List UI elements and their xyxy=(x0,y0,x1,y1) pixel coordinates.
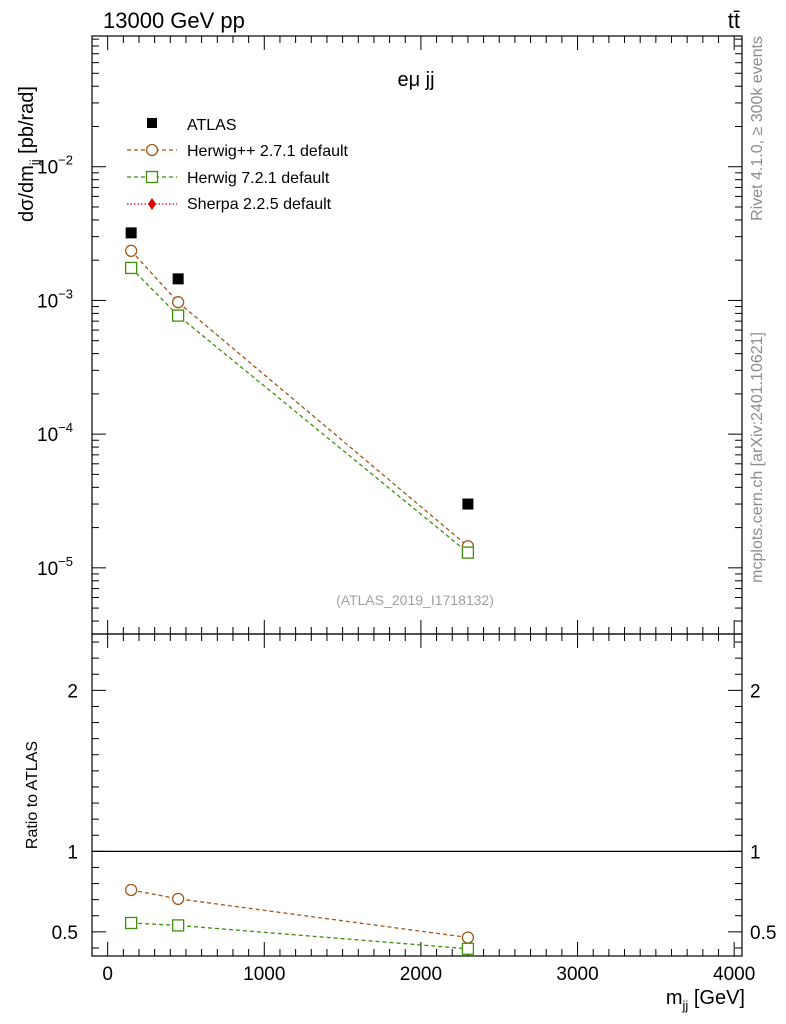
ratio-point-herwig7-2 xyxy=(461,942,475,955)
y-tick-label: 10−4 xyxy=(37,420,73,446)
x-tick-label-2000: 2000 xyxy=(400,964,442,985)
ratio-series-line-herwigpp xyxy=(131,889,468,939)
x-axis-title: mjj [GeV] xyxy=(666,987,745,1013)
y-tick-label: 10−3 xyxy=(37,286,73,312)
main-y-tick-labels: 10−510−410−310−2 xyxy=(37,153,73,580)
y-tick-label-exp: −5 xyxy=(58,554,73,569)
ratio-panel: 0 1000 2000 3000 4000 0.5 0.5 1 1 2 2 Ratio to ATL… xyxy=(24,633,777,1013)
y-tick-label-exp: −2 xyxy=(58,153,73,168)
main-point-atlas-0 xyxy=(125,227,137,239)
ratio-point-herwig7-0 xyxy=(125,916,138,930)
main-point-herwigpp-0 xyxy=(125,244,138,257)
legend-entry-herwigpp: Herwig++ 2.7.1 default xyxy=(127,143,349,160)
legend: ATLAS Herwig++ 2.7.1 default Herwig 7.2.… xyxy=(127,117,349,213)
legend-herwig7-label: Herwig 7.2.1 default xyxy=(187,170,330,187)
legend-herwig7-marker xyxy=(145,170,159,184)
main-axis-ticks xyxy=(91,36,742,634)
legend-sherpa-label: Sherpa 2.2.5 default xyxy=(187,196,332,213)
ratio-point-herwigpp-0 xyxy=(125,883,138,897)
legend-entry-sherpa: Sherpa 2.2.5 default xyxy=(127,196,332,213)
ratio-axis-ticks xyxy=(91,634,742,956)
main-point-herwig7-2 xyxy=(461,546,475,559)
x-axis-title-main: m xyxy=(666,987,683,1009)
y-tick-label-exp: −4 xyxy=(58,420,73,435)
legend-sherpa-marker xyxy=(148,198,156,210)
main-point-herwig7-1 xyxy=(171,309,185,322)
process-label: tt̄ xyxy=(728,8,740,33)
main-point-atlas-1 xyxy=(172,273,184,285)
legend-atlas-marker xyxy=(147,118,157,128)
analysis-id-label: (ATLAS_2019_I1718132) xyxy=(336,592,494,608)
legend-entry-atlas: ATLAS xyxy=(147,117,237,134)
x-tick-label-0: 0 xyxy=(102,964,113,985)
ratio-y-tick-label-2: 2 xyxy=(67,681,78,702)
main-y-axis-title-sub: jj xyxy=(27,159,42,166)
ratio-point-herwig7-1 xyxy=(171,919,185,932)
x-axis-title-unit: [GeV] xyxy=(688,987,745,1009)
ratio-series-line-herwig7 xyxy=(131,922,468,950)
panel-label: eμ jj xyxy=(397,69,434,91)
x-axis-title-sub: jj xyxy=(682,998,689,1013)
y-tick-label: 10−2 xyxy=(37,153,73,179)
y-tick-label-base: 10 xyxy=(37,425,58,446)
x-tick-label-4000: 4000 xyxy=(713,964,755,985)
rivet-version-label: Rivet 4.1.0, ≥ 300k events xyxy=(749,36,766,221)
main-y-axis-title-main: dσ/dm xyxy=(16,165,38,222)
legend-herwigpp-marker xyxy=(145,143,159,157)
ratio-tick-labels: 0 1000 2000 3000 4000 0.5 0.5 1 1 2 2 xyxy=(52,681,777,985)
main-y-axis-title: dσ/dmjj [pb/rad] xyxy=(16,86,42,222)
ratio-y-axis-title: Ratio to ATLAS xyxy=(24,741,41,849)
energy-label: 13000 GeV pp xyxy=(103,8,245,33)
main-series-line-herwigpp xyxy=(130,250,469,547)
ratio-y-tick-label-right-0.5: 0.5 xyxy=(750,923,776,944)
mcplots-label: mcplots.cern.ch [arXiv:2401.10621] xyxy=(749,332,766,583)
ratio-series-layer xyxy=(125,883,475,955)
main-y-axis-title-unit: [pb/rad] xyxy=(16,86,38,159)
main-point-herwigpp-1 xyxy=(171,296,185,309)
legend-herwigpp-label: Herwig++ 2.7.1 default xyxy=(187,143,349,160)
ratio-plot-frame xyxy=(91,633,743,957)
y-tick-label-base: 10 xyxy=(37,291,58,312)
y-tick-label-exp: −3 xyxy=(58,286,73,301)
y-tick-label-base: 10 xyxy=(37,158,58,179)
ratio-y-tick-label-1: 1 xyxy=(67,842,78,863)
x-tick-label-3000: 3000 xyxy=(556,964,598,985)
x-tick-label-1000: 1000 xyxy=(243,964,285,985)
ratio-point-herwigpp-1 xyxy=(171,892,185,905)
y-tick-label-base: 10 xyxy=(37,559,58,580)
legend-atlas-label: ATLAS xyxy=(187,117,237,134)
main-panel: 10−510−410−310−2 eμ jj (ATLAS_2019_I1718… xyxy=(16,35,743,635)
y-tick-label: 10−5 xyxy=(37,554,73,580)
legend-entry-herwig7: Herwig 7.2.1 default xyxy=(127,170,330,187)
main-series-layer xyxy=(125,227,475,559)
ratio-y-tick-label-right-1: 1 xyxy=(750,842,761,863)
main-point-herwig7-0 xyxy=(125,261,138,275)
ratio-y-tick-label-right-2: 2 xyxy=(750,681,761,702)
main-point-atlas-2 xyxy=(462,498,474,510)
ratio-y-tick-label-0.5: 0.5 xyxy=(52,923,78,944)
ratio-point-herwigpp-2 xyxy=(461,931,475,944)
